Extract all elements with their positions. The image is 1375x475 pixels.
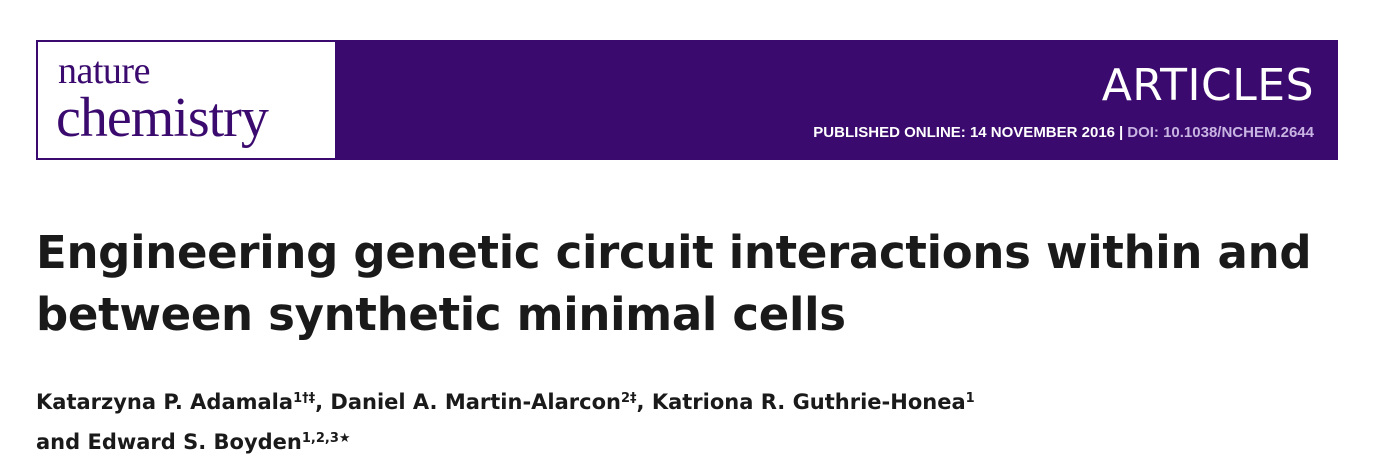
author-separator: , — [636, 390, 652, 414]
author-affiliation-marks: 2‡ — [620, 391, 637, 406]
author-affiliation-marks: 1 — [965, 391, 975, 406]
publication-info: PUBLISHED ONLINE: 14 NOVEMBER 2016 | DOI: … — [813, 124, 1314, 142]
info-separator: | — [1119, 124, 1124, 141]
journal-logo[interactable]: nature chemistry — [38, 42, 335, 158]
author: Daniel A. Martin-Alarcon2‡, — [330, 390, 651, 414]
author: Katarzyna P. Adamala1†‡, — [36, 390, 330, 414]
author-name: Edward S. Boyden — [87, 430, 302, 454]
section-label: ARTICLES — [1101, 60, 1314, 111]
journal-name-line1: nature — [58, 50, 150, 92]
author: and Edward S. Boyden1,2,3★ — [36, 430, 351, 454]
doi-link[interactable]: DOI: 10.1038/NCHEM.2644 — [1127, 124, 1314, 141]
title-line-1: Engineering genetic circuit interactions… — [36, 226, 1312, 279]
published-date: PUBLISHED ONLINE: 14 NOVEMBER 2016 — [813, 124, 1116, 141]
author: Katriona R. Guthrie-Honea1 — [652, 390, 975, 414]
author-list: Katarzyna P. Adamala1†‡, Daniel A. Marti… — [36, 382, 1336, 462]
journal-banner: nature chemistry ARTICLES PUBLISHED ONLI… — [36, 40, 1338, 160]
author-affiliation-marks: 1†‡ — [293, 391, 316, 406]
author-name: Katarzyna P. Adamala — [36, 390, 294, 414]
title-line-2: between synthetic minimal cells — [36, 288, 846, 341]
author-separator: , — [315, 390, 331, 414]
author-prefix: and — [36, 430, 88, 454]
author-name: Katriona R. Guthrie-Honea — [651, 390, 966, 414]
author-name: Daniel A. Martin-Alarcon — [330, 390, 621, 414]
author-affiliation-marks: 1,2,3★ — [301, 431, 351, 446]
article-title: Engineering genetic circuit interactions… — [36, 222, 1346, 346]
journal-name-line2: chemistry — [56, 87, 269, 149]
